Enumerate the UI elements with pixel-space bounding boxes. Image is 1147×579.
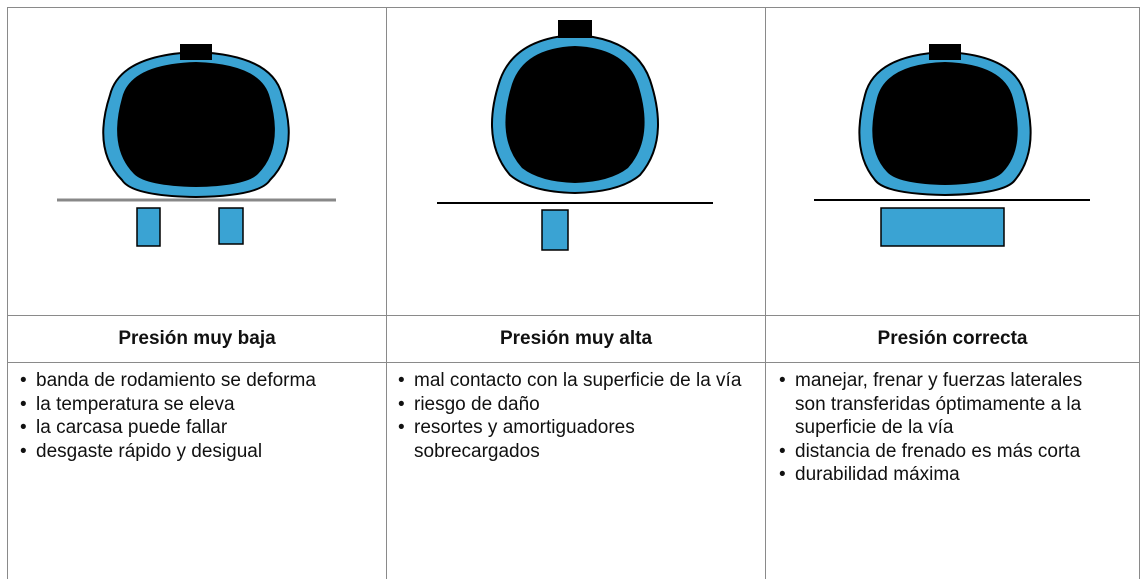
border (7, 362, 1140, 363)
point: riesgo de daño (398, 393, 760, 417)
point: durabilidad máxima (779, 463, 1097, 487)
column-title: Presión muy baja (118, 328, 276, 349)
border (7, 7, 1140, 8)
point: banda de rodamiento se deforma (20, 369, 350, 393)
border (1139, 7, 1140, 579)
tire-high (437, 20, 713, 251)
point: la temperatura se eleva (20, 393, 350, 417)
tire-low (57, 44, 336, 247)
border (386, 7, 387, 579)
tire-correct (814, 44, 1090, 247)
point: distancia de frenado es más corta (779, 440, 1097, 464)
point: desgaste rápido y desigual (20, 440, 350, 464)
border (7, 7, 8, 579)
tire-illustrations (57, 20, 1090, 251)
point: la carcasa puede fallar (20, 416, 350, 440)
point: resortes y amortiguadores sobrecargados (398, 416, 760, 463)
point-list: manejar, frenar y fuerzas laterales son … (779, 369, 1097, 487)
point-list: banda de rodamiento se deformala tempera… (20, 369, 350, 463)
point: mal contacto con la superficie de la vía (398, 369, 760, 393)
border (7, 315, 1140, 316)
point: manejar, frenar y fuerzas laterales son … (779, 369, 1097, 440)
point-list: mal contacto con la superficie de la vía… (398, 369, 760, 463)
border (765, 7, 766, 579)
column-title: Presión correcta (877, 328, 1028, 349)
column-title: Presión muy alta (499, 328, 653, 349)
